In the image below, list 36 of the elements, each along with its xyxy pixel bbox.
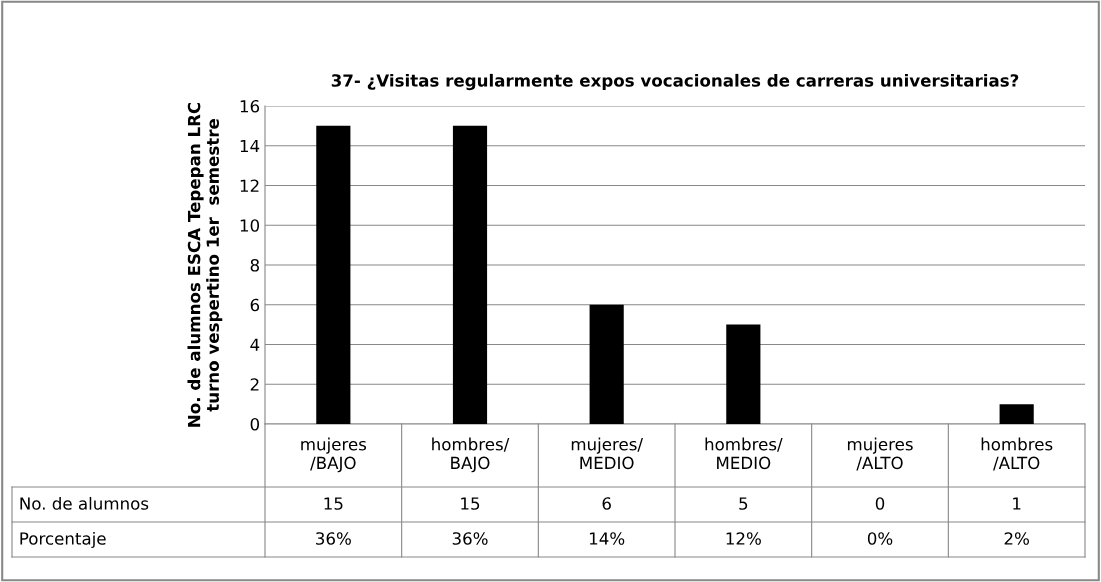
chart-title: 37- ¿Visitas regularmente expos vocacionales de carreras universitarias? (331, 73, 1019, 91)
y-tick-label: 16 (240, 99, 260, 113)
x-tick-label: mujeres /BAJO (301, 437, 367, 473)
y-axis-title: No. de alumnos ESCA Tepepan LRC turno vespertino 1er semestre (187, 102, 223, 427)
text: 36% (316, 532, 351, 545)
data-label: 15 (324, 497, 343, 510)
text: 2% (1004, 532, 1029, 545)
y-tick-label: 4 (250, 338, 260, 351)
data-label: 5 (739, 497, 748, 510)
x-tick-label: mujeres/ MEDIO (571, 437, 644, 470)
data-label: 15 (461, 497, 480, 510)
y-tick-label: 10 (240, 219, 260, 232)
bar (589, 304, 624, 424)
y-tick-label: 12 (240, 179, 259, 192)
text: 12% (726, 532, 761, 545)
y-tick-label: 8 (250, 258, 259, 272)
x-tick-label: hombres /ALTO (981, 437, 1053, 471)
bar (999, 404, 1034, 424)
text: 36% (452, 532, 488, 545)
y-tick-label: 2 (250, 378, 259, 391)
text: Porcentaje (20, 531, 106, 549)
data-label: 0 (875, 497, 885, 510)
y-tick-label: 14 (240, 139, 260, 153)
x-tick-label: hombres/ BAJO (432, 437, 510, 473)
data-label: 1 (1013, 497, 1021, 510)
text: 14% (589, 532, 625, 545)
bar (726, 324, 761, 424)
x-tick-label: hombres/ MEDIO (705, 437, 783, 470)
bar (452, 125, 488, 424)
text: No. de alumnos (20, 496, 149, 510)
x-tick-label: mujeres /ALTO (847, 437, 913, 471)
text: 0% (867, 532, 893, 545)
y-tick-label: 0 (250, 417, 260, 431)
bar (316, 125, 351, 424)
y-tick-label: 6 (250, 298, 260, 312)
data-label: 6 (602, 497, 611, 510)
